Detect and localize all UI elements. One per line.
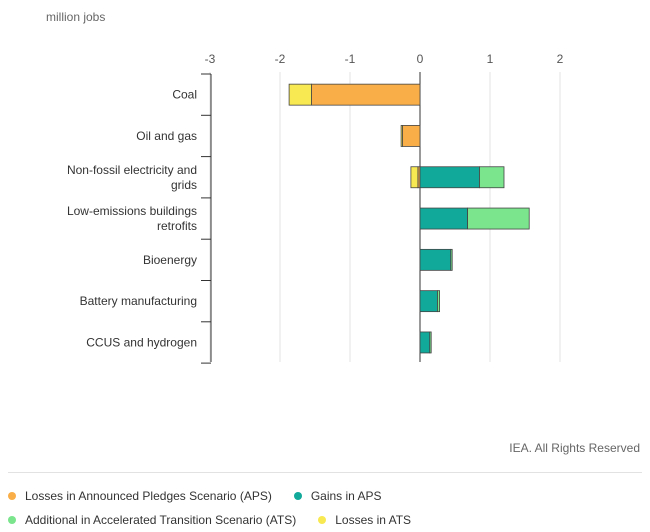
x-tick-label: -1 [345,52,356,66]
x-tick-label: -2 [275,52,286,66]
legend-swatch [293,492,302,500]
legend-swatch [318,516,327,524]
legend-item[interactable]: Gains in APS [293,489,382,503]
bar-segment [429,331,432,354]
category-label: Bioenergy [143,253,197,267]
category-label: Oil and gas [136,129,197,143]
bar-segment [419,248,452,271]
legend: Losses in Announced Pledges Scenario (AP… [8,484,648,532]
bar-segment [419,331,431,354]
x-tick-label: -3 [205,52,216,66]
legend-row: Additional in Accelerated Transition Sce… [8,508,648,532]
bar-segment [467,207,530,230]
legend-label: Losses in ATS [335,513,412,527]
bar-segment [400,125,403,147]
bar-segment [410,166,419,189]
x-tick-label: 0 [417,52,424,66]
legend-label: Losses in Announced Pledges Scenario (AP… [25,489,272,503]
bar-segment [311,83,421,106]
unit-label: million jobs [46,10,106,24]
bar-segment [450,248,453,271]
category-label: CCUS and hydrogen [86,335,197,349]
category-label: Battery manufacturing [80,294,197,308]
legend-item[interactable]: Losses in ATS [318,513,411,527]
bar-segment [402,125,421,147]
legend-swatch [8,492,16,500]
legend-row: Losses in Announced Pledges Scenario (AP… [8,484,648,508]
category-label: Low-emissions buildings retrofits [67,204,197,233]
legend-label: Additional in Accelerated Transition Sce… [25,513,297,527]
legend-item[interactable]: Losses in Announced Pledges Scenario (AP… [8,489,272,503]
bar-segment [419,166,480,189]
category-label: Non-fossil electricity and grids [67,163,197,192]
bar-segment [419,290,438,313]
legend-divider [8,472,642,473]
copyright-notice: IEA. All Rights Reserved [509,441,640,455]
category-label: Coal [172,88,197,102]
x-tick-label: 1 [487,52,494,66]
legend-label: Gains in APS [310,489,382,503]
bar-segment [479,166,505,189]
bar-segment [419,207,468,230]
legend-item[interactable]: Additional in Accelerated Transition Sce… [8,513,296,527]
bar-segment [437,290,440,313]
legend-swatch [8,516,16,524]
bar-segment [288,83,312,106]
x-tick-label: 2 [557,52,564,66]
bar-chart: -3 -2 -1 0 1 2 Coal Oil and gas Non-fossil elect… [67,52,564,364]
